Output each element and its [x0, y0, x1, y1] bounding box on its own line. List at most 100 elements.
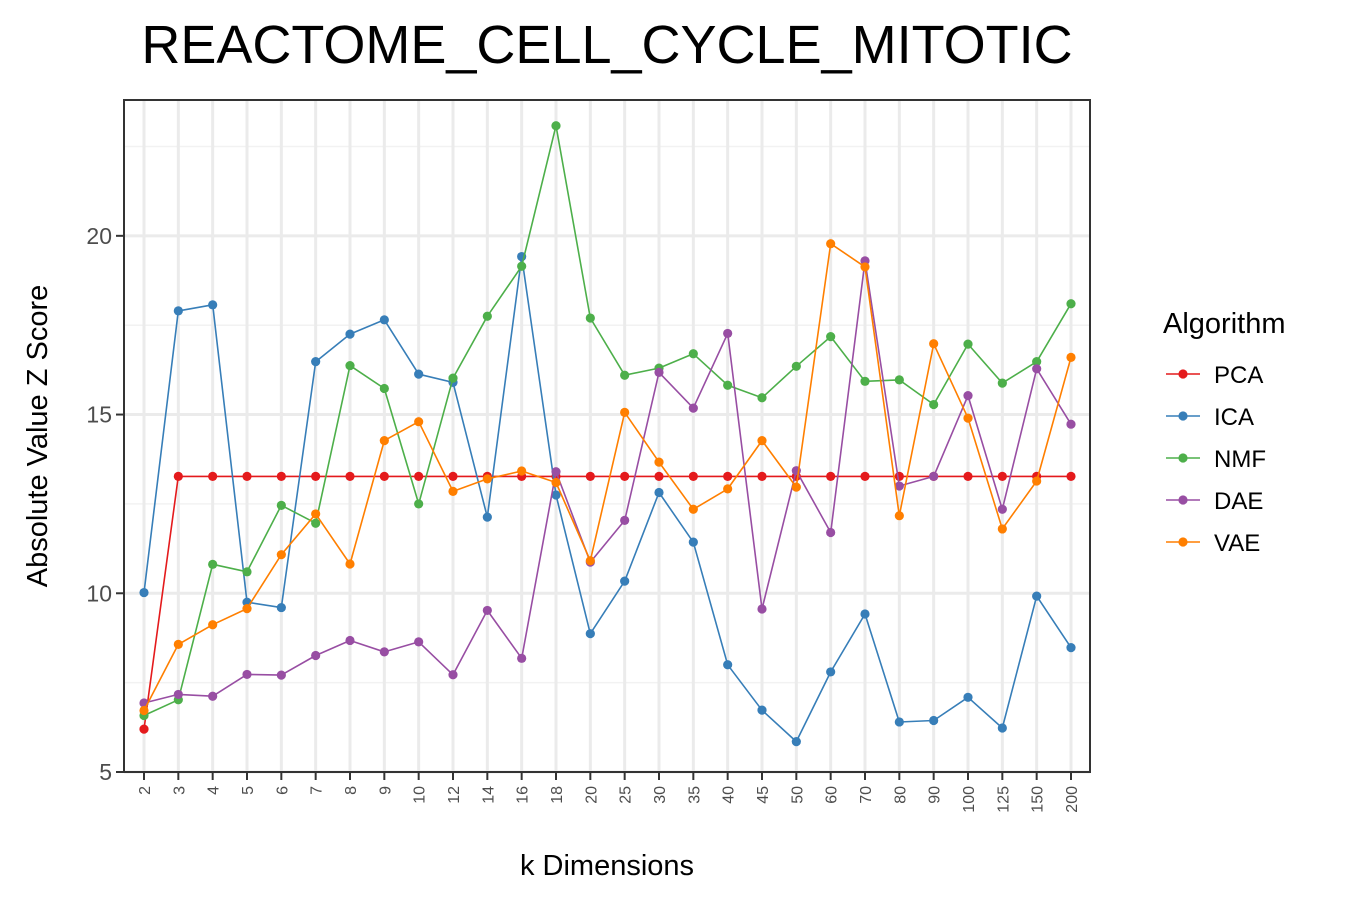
x-tick-label: 100 [961, 786, 978, 813]
y-tick-label: 10 [86, 580, 112, 606]
legend-label-pca: PCA [1214, 362, 1263, 389]
data-point-nmf [723, 380, 733, 390]
data-point-ica [208, 300, 218, 310]
data-point-dae [208, 691, 218, 701]
series-layer [139, 121, 1076, 747]
x-tick-label: 12 [446, 786, 463, 804]
x-tick-label: 200 [1064, 786, 1081, 813]
data-point-pca [963, 471, 973, 481]
x-tick-label: 8 [343, 786, 360, 795]
data-point-nmf [345, 360, 355, 371]
data-point-ica [1032, 591, 1042, 601]
data-point-vae [1032, 476, 1042, 486]
data-point-vae [173, 639, 183, 649]
data-point-ica [997, 723, 1007, 733]
data-point-pca [139, 724, 149, 734]
data-point-dae [517, 653, 527, 663]
data-point-vae [654, 457, 664, 467]
data-point-dae [929, 471, 939, 481]
x-tick-label: 25 [618, 786, 635, 804]
data-point-pca [688, 471, 698, 481]
data-point-vae [379, 436, 389, 446]
legend-label-vae: VAE [1214, 530, 1260, 557]
data-point-ica [723, 660, 733, 670]
x-tick-label: 16 [515, 786, 532, 804]
data-point-vae [997, 524, 1007, 534]
data-point-dae [345, 635, 355, 646]
data-point-pca [448, 471, 458, 481]
legend-label-nmf: NMF [1214, 446, 1266, 473]
data-point-ica [654, 487, 664, 498]
x-tick-label: 80 [892, 786, 909, 804]
data-point-ica [345, 329, 355, 339]
x-tick-label: 5 [240, 786, 257, 795]
data-point-vae [620, 407, 630, 418]
data-point-ica [620, 576, 630, 586]
data-point-nmf [276, 500, 286, 510]
data-point-pca [276, 471, 286, 481]
data-point-dae [482, 605, 492, 616]
x-tick-label: 20 [583, 786, 600, 804]
data-point-dae [311, 650, 321, 661]
data-point-nmf [379, 383, 389, 394]
data-point-vae [860, 262, 870, 272]
y-tick-label: 15 [86, 402, 112, 428]
data-point-pca [173, 471, 183, 481]
data-point-vae [482, 474, 492, 484]
data-point-nmf [826, 332, 836, 342]
data-point-dae [173, 689, 183, 700]
data-point-dae [997, 504, 1007, 514]
data-point-vae [208, 620, 218, 630]
data-point-pca [757, 471, 767, 481]
data-point-vae [723, 484, 733, 494]
data-point-ica [482, 512, 492, 522]
x-tick-label: 18 [549, 786, 566, 804]
data-point-pca [379, 471, 389, 481]
data-point-pca [620, 471, 630, 481]
data-point-vae [345, 559, 355, 569]
data-point-vae [276, 550, 286, 560]
data-point-ica [551, 490, 561, 500]
data-point-ica [894, 717, 904, 727]
x-tick-label: 6 [274, 786, 291, 795]
data-point-nmf [585, 313, 595, 323]
data-point-pca [585, 471, 595, 481]
data-point-ica [276, 602, 286, 613]
data-point-vae [517, 466, 527, 476]
data-point-nmf [894, 375, 904, 385]
data-point-nmf [208, 559, 218, 569]
data-point-ica [929, 715, 939, 726]
data-point-vae [139, 705, 149, 716]
x-tick-label: 10 [412, 786, 429, 804]
data-point-nmf [688, 349, 698, 359]
data-point-ica [173, 306, 183, 316]
data-point-vae [688, 504, 698, 514]
data-point-nmf [482, 311, 492, 321]
data-point-ica [860, 609, 870, 619]
data-point-ica [379, 315, 389, 325]
data-point-pca [1066, 471, 1076, 481]
data-point-pca [242, 471, 252, 481]
x-tick-label: 35 [686, 786, 703, 804]
data-point-dae [620, 515, 630, 525]
data-point-dae [894, 481, 904, 491]
legend-label-dae: DAE [1214, 488, 1263, 515]
data-point-ica [963, 692, 973, 702]
data-point-vae [585, 556, 595, 566]
data-point-dae [1032, 364, 1042, 374]
x-tick-label: 3 [171, 786, 188, 795]
data-point-nmf [860, 376, 870, 386]
data-point-nmf [997, 378, 1007, 388]
data-point-ica [311, 357, 321, 367]
x-tick-label: 14 [480, 786, 497, 804]
grid-major [124, 100, 1090, 774]
data-point-ica [585, 629, 595, 639]
data-point-pca [414, 471, 424, 481]
series-line-pca [143, 475, 1071, 730]
data-point-pca [654, 471, 664, 481]
x-tick-label: 40 [721, 786, 738, 804]
x-tick-label: 90 [927, 786, 944, 804]
y-tick-label: 20 [86, 223, 112, 249]
data-point-ica [791, 737, 801, 747]
